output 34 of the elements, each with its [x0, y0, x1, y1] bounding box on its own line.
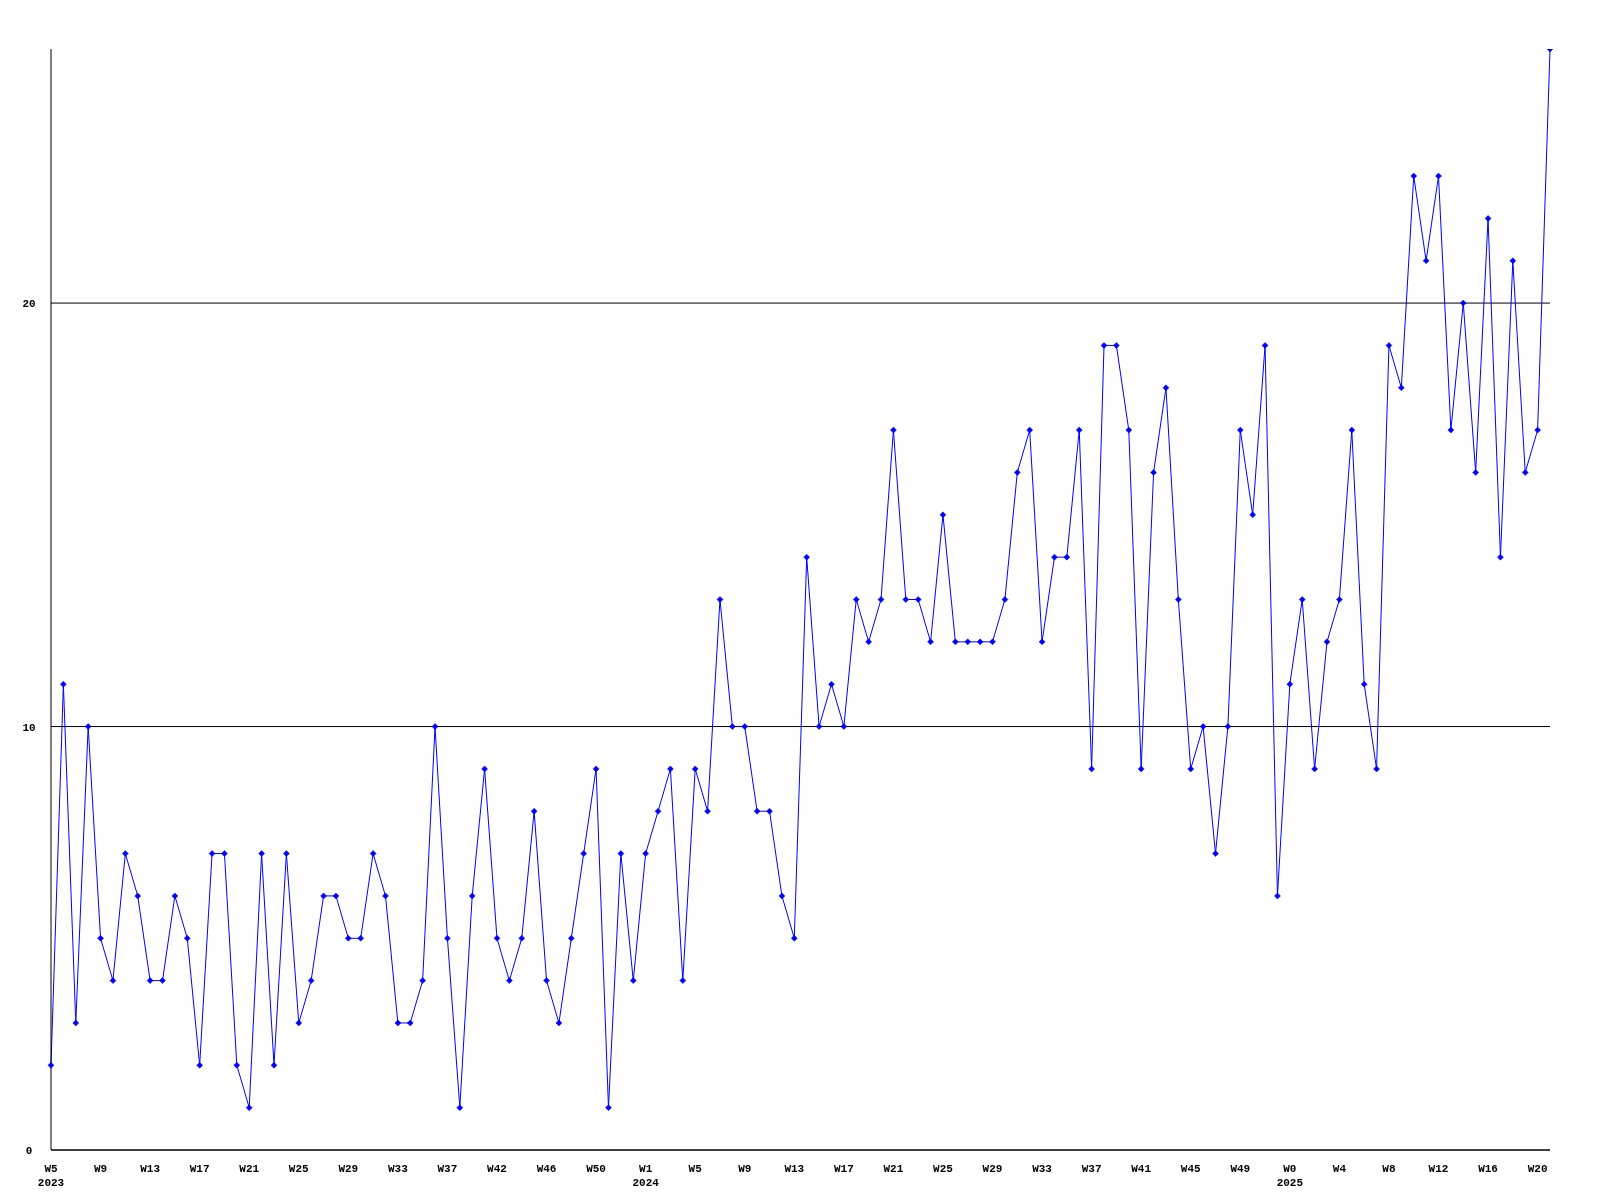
x-tick-label: W12	[1428, 1163, 1449, 1175]
y-tick-label: 0	[25, 1145, 33, 1157]
x-tick-label: W20	[1527, 1163, 1548, 1175]
x-tick-label: W5 2023	[37, 1163, 65, 1189]
x-tick-label: W33	[1032, 1163, 1053, 1175]
x-tick-label: W9	[93, 1163, 108, 1175]
x-tick-label: W45	[1180, 1163, 1202, 1175]
x-tick-label: W49	[1230, 1163, 1251, 1175]
x-tick-label: W9	[738, 1163, 752, 1175]
x-tick-label: W41	[1131, 1163, 1152, 1175]
x-tick-label: W16	[1478, 1163, 1498, 1175]
x-tick-label: W8	[1382, 1163, 1396, 1175]
x-tick-label: W29	[338, 1163, 359, 1175]
x-tick-label: W33	[387, 1163, 409, 1175]
x-tick-label: W25	[288, 1163, 310, 1175]
y-tick-label: 20	[22, 298, 36, 311]
x-tick-label: W37	[437, 1163, 458, 1175]
x-tick-label: W17	[833, 1163, 854, 1175]
x-tick-label: W29	[982, 1163, 1003, 1175]
x-tick-label: W21	[883, 1163, 904, 1175]
x-tick-label: W50	[586, 1163, 606, 1175]
x-tick-label: W13	[140, 1163, 161, 1175]
x-tick-label: W13	[784, 1163, 805, 1175]
x-tick-label: W4	[1332, 1163, 1347, 1175]
y-tick-label: 10	[22, 721, 36, 734]
x-tick-label: W0 2025	[1276, 1163, 1304, 1189]
x-tick-label: W1 2024	[632, 1163, 660, 1189]
x-tick-label: W37	[1081, 1163, 1102, 1175]
x-tick-label: W46	[536, 1163, 557, 1175]
x-tick-label: W25	[933, 1163, 954, 1175]
x-tick-label: W17	[189, 1163, 210, 1175]
x-tick-label: W21	[239, 1163, 260, 1175]
x-tick-label: W42	[487, 1163, 507, 1175]
x-tick-label: W5	[688, 1163, 703, 1175]
